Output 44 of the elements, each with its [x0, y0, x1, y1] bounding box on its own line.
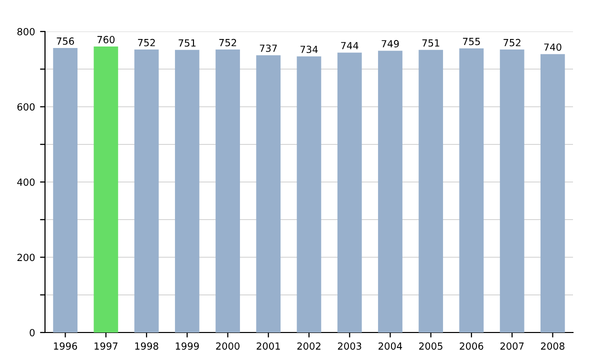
bar: [256, 55, 281, 332]
x-tick-label: 1996: [54, 342, 78, 350]
bar: [378, 50, 402, 332]
data-label: 756: [56, 37, 74, 45]
x-tick-label: 2005: [419, 342, 442, 350]
x-tick-label: 2000: [216, 342, 240, 350]
y-tick-label: 200: [17, 254, 35, 262]
data-label: 737: [260, 44, 277, 52]
y-tick-label: 0: [30, 328, 35, 336]
bar: [53, 48, 78, 332]
data-label: 751: [178, 39, 196, 47]
x-tick-label: 2004: [378, 342, 402, 350]
data-label: 755: [462, 38, 480, 46]
bar: [418, 50, 444, 332]
data-label: 751: [422, 39, 440, 47]
data-label: 752: [138, 38, 155, 46]
x-tick-label: 1998: [135, 342, 158, 350]
x-tick-label: 2003: [338, 342, 362, 350]
bar: [500, 50, 524, 332]
bar: [134, 50, 159, 332]
bar: [174, 50, 200, 332]
y-tick-label: 600: [17, 103, 35, 111]
bar: [540, 54, 565, 332]
bar: [337, 52, 362, 332]
data-label: 740: [544, 43, 562, 51]
x-tick-label: 2008: [541, 342, 564, 350]
bar: [459, 48, 484, 332]
data-label: 752: [504, 38, 520, 46]
x-tick-label: 2002: [297, 342, 320, 350]
bar: [216, 50, 240, 332]
data-label: 744: [341, 42, 358, 50]
bar: [296, 56, 322, 332]
x-tick-label: 1999: [176, 342, 199, 350]
x-tick-label: 1997: [94, 342, 118, 350]
bar: [94, 46, 118, 332]
data-label: 752: [219, 38, 236, 46]
data-label: 760: [97, 36, 115, 44]
y-tick-label: 800: [17, 28, 35, 36]
data-label: 734: [300, 46, 318, 54]
x-tick-label: 2001: [256, 342, 280, 350]
data-label: 749: [382, 40, 399, 48]
x-tick-label: 2007: [500, 342, 524, 350]
y-tick-label: 400: [17, 178, 35, 186]
x-tick-label: 2006: [460, 342, 484, 350]
